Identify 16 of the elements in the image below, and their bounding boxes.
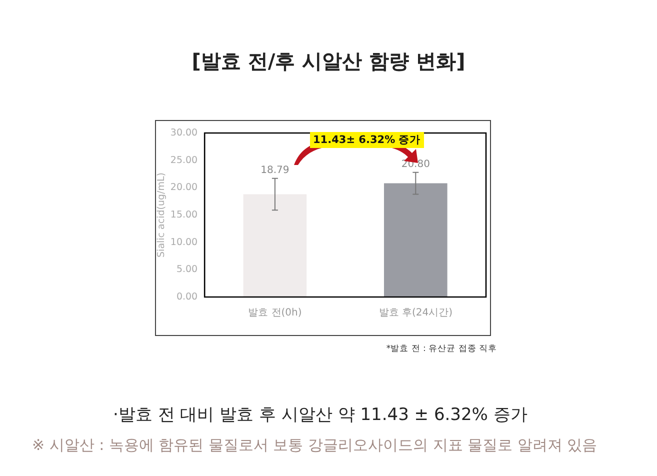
x-tick-label: 발효 후(24시간) [378,308,453,319]
y-tick-label: 5.00 [176,264,198,276]
y-tick-label: 10.00 [170,236,198,248]
y-tick-label: 25.00 [170,154,198,166]
y-axis-title: Sialic acid(ug/mL) [156,172,168,258]
annotation: 11.43± 6.32% 증가 [310,132,424,148]
data-label: 18.79 [260,165,290,176]
y-tick-label: 0.00 [176,291,198,302]
text: ※ 시알산 : 녹용에 함유된 물질로서 보통 강글리오사이드의 지표 물질로 알려져 있음 [32,436,598,455]
y-tick-label: 20.00 [170,182,198,194]
chart-title: [발효 전/후 시알산 함량 변화] [190,48,466,75]
text: ·발효 전 대비 발효 후 시알산 약 11.43 ± 6.32% 증가 [113,404,528,426]
x-tick-label: 발효 전(0h) [248,308,302,319]
y-tick-label: 15.00 [170,209,198,220]
text: *발효 전 : 유산균 접종 직후 [386,343,497,355]
y-tick-label: 30.00 [170,127,198,138]
